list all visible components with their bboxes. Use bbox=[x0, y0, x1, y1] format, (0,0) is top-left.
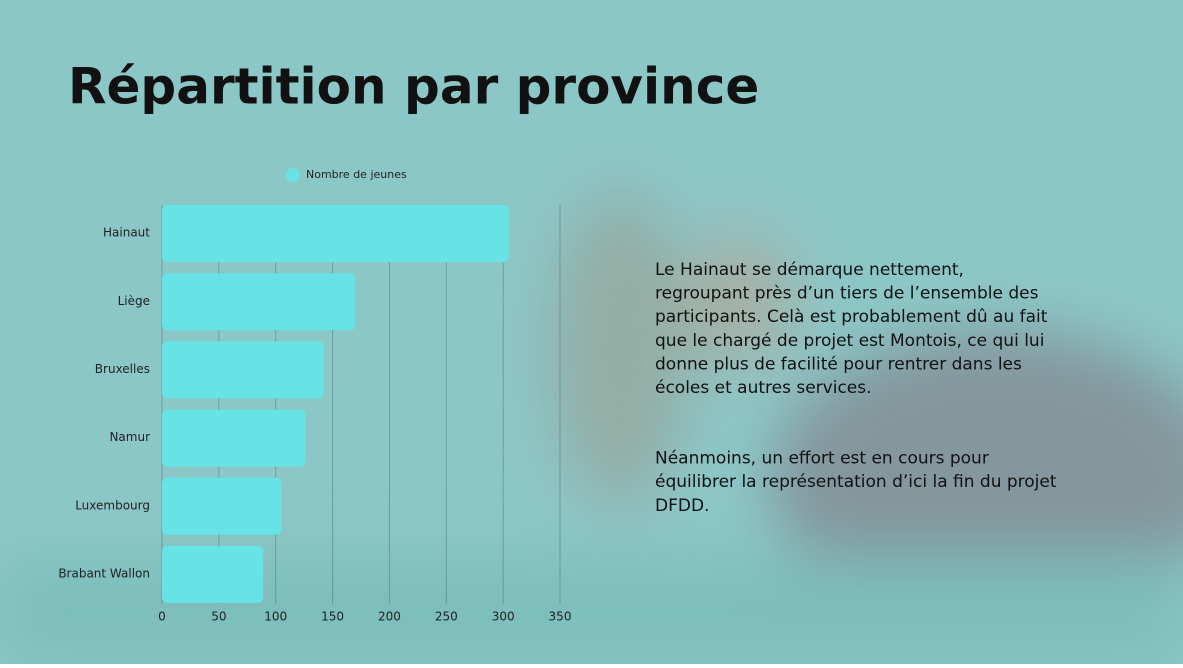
bar bbox=[162, 409, 306, 467]
y-tick-label: Luxembourg bbox=[75, 498, 150, 512]
y-tick-label: Brabant Wallon bbox=[58, 566, 150, 580]
y-tick-label: Namur bbox=[109, 430, 150, 444]
legend-marker bbox=[286, 168, 300, 182]
y-tick-label: Liège bbox=[118, 294, 150, 308]
x-tick-label: 350 bbox=[549, 610, 572, 624]
x-tick-label: 150 bbox=[321, 610, 344, 624]
paragraph-line: équilibrer la représentation d’ici la fi… bbox=[655, 472, 1057, 492]
x-tick-label: 300 bbox=[492, 610, 515, 624]
bar bbox=[162, 205, 509, 263]
y-tick-label: Hainaut bbox=[103, 226, 150, 240]
paragraph-line: donne plus de facilité pour rentrer dans… bbox=[655, 354, 1022, 374]
x-tick-label: 200 bbox=[378, 610, 401, 624]
chart-title: Répartition par province bbox=[68, 58, 759, 116]
paragraph-line: que le chargé de projet est Montois, ce … bbox=[655, 331, 1044, 351]
paragraph-line: Le Hainaut se démarque nettement, bbox=[655, 260, 964, 280]
bar bbox=[162, 273, 356, 331]
description: Le Hainaut se démarque nettement, regroup… bbox=[655, 260, 1057, 516]
x-tick-label: 50 bbox=[211, 610, 226, 624]
x-tick-label: 100 bbox=[264, 610, 287, 624]
paragraph-line: Néanmoins, un effort est en cours pour bbox=[655, 449, 989, 469]
x-tick-label: 250 bbox=[435, 610, 458, 624]
legend-label: Nombre de jeunes bbox=[306, 168, 407, 181]
paragraph-line: regroupant près d’un tiers de l’ensemble… bbox=[655, 284, 1039, 304]
paragraph-line: écoles et autres services. bbox=[655, 378, 872, 398]
paragraph-line: participants. Celà est probablement dû a… bbox=[655, 307, 1048, 327]
bar bbox=[162, 545, 264, 603]
bar bbox=[162, 341, 324, 399]
chart: 0 50 100 150 200 250 300 350 Nombre de jeunes Hai… bbox=[58, 168, 571, 624]
blurred-photo bbox=[0, 190, 1183, 664]
x-tick-label: 0 bbox=[158, 610, 166, 624]
bar bbox=[162, 477, 282, 535]
y-tick-label: Bruxelles bbox=[95, 362, 150, 376]
paragraph-line: DFDD. bbox=[655, 496, 709, 516]
